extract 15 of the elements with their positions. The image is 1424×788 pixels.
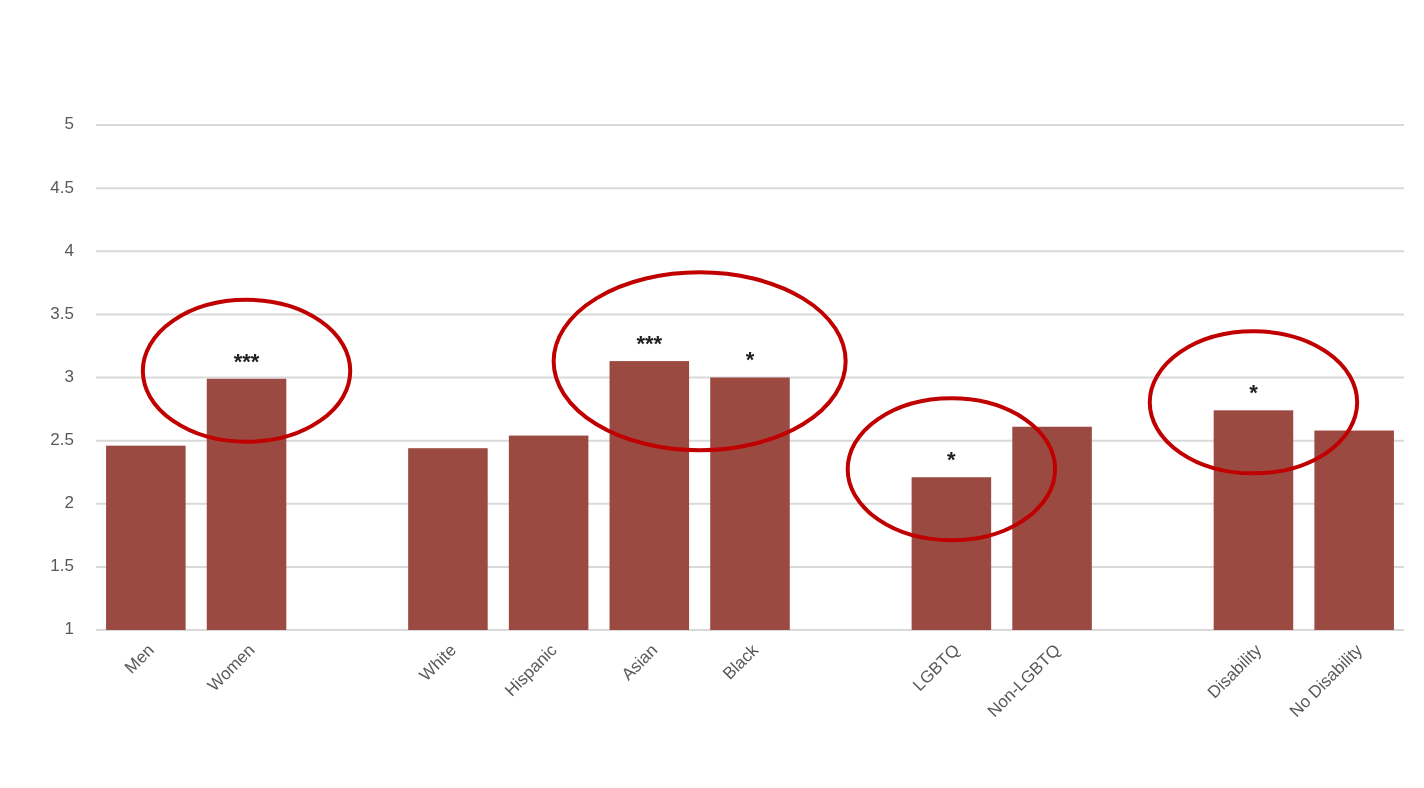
y-tick-label: 4 [64,240,74,260]
y-tick-label: 1 [64,619,74,639]
y-tick-label: 3.5 [50,303,74,323]
y-tick-label: 3 [64,366,74,386]
y-tick-label: 4.5 [50,177,74,197]
y-tick-label: 1.5 [50,556,74,576]
annotation: * [745,347,755,373]
annotation: * [947,447,957,473]
annotation: * [1249,380,1259,406]
annotation: *** [636,330,663,356]
annotation: *** [233,348,260,374]
y-tick-label: 2 [64,493,74,513]
x-tick-label: Men [121,640,158,678]
y-tick-label: 5 [64,114,74,134]
y-tick-label: 2.5 [50,430,74,450]
